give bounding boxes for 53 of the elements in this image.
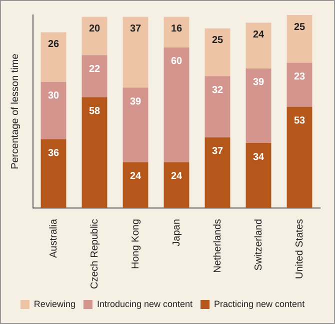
- data-label: 25: [294, 22, 306, 33]
- bar: [82, 16, 108, 56]
- data-label: 37: [212, 146, 224, 158]
- legend-label: Introducing new content: [96, 298, 194, 309]
- data-label: 24: [170, 170, 182, 182]
- data-label: 32: [212, 84, 224, 96]
- data-label: 37: [130, 24, 142, 35]
- bar: [204, 76, 230, 138]
- bar: [286, 106, 312, 208]
- bar: [82, 97, 108, 208]
- bar: [40, 32, 66, 82]
- data-label: 24: [252, 29, 264, 40]
- x-tick-label: Australia: [48, 218, 60, 258]
- data-label: 20: [88, 24, 100, 35]
- bar: [164, 16, 190, 48]
- bar: [204, 137, 230, 208]
- data-label: 25: [212, 35, 224, 46]
- bar: [122, 162, 148, 208]
- data-label: 26: [48, 38, 60, 50]
- bar: [122, 16, 148, 88]
- data-label: 30: [48, 90, 60, 102]
- bar: [82, 55, 108, 98]
- bar: [122, 88, 148, 162]
- bar: [246, 22, 272, 68]
- data-label: 39: [130, 96, 142, 108]
- bar: [246, 143, 272, 208]
- x-tick-label: Hong Kong: [130, 218, 142, 270]
- data-label: 60: [170, 56, 182, 68]
- y-axis-title: Percentage of lesson time: [10, 53, 21, 170]
- bar: [164, 162, 190, 208]
- data-label: 22: [88, 64, 100, 75]
- bar: [286, 62, 312, 107]
- bar: [164, 47, 190, 162]
- data-label: 36: [48, 148, 60, 159]
- x-tick-label: United States: [294, 218, 306, 280]
- bar: [204, 28, 230, 76]
- bar: [40, 82, 66, 140]
- data-label: 58: [88, 106, 100, 117]
- data-label: 53: [294, 115, 306, 126]
- bar: [40, 139, 66, 208]
- legend-label: Reviewing: [34, 298, 76, 309]
- data-label: 23: [294, 72, 306, 83]
- x-tick-label: Netherlands: [212, 218, 224, 273]
- bar: [286, 15, 312, 63]
- bar: [246, 68, 272, 144]
- data-label: 39: [252, 77, 264, 88]
- x-tick-label: Japan: [171, 218, 182, 246]
- data-label: 34: [252, 152, 264, 163]
- legend-label: Practicing new content: [214, 298, 306, 309]
- data-label: 24: [130, 170, 142, 182]
- x-tick-label: Czech Republic: [89, 218, 100, 290]
- x-tick-label: Switzerland: [253, 218, 264, 271]
- data-label: 16: [170, 24, 182, 35]
